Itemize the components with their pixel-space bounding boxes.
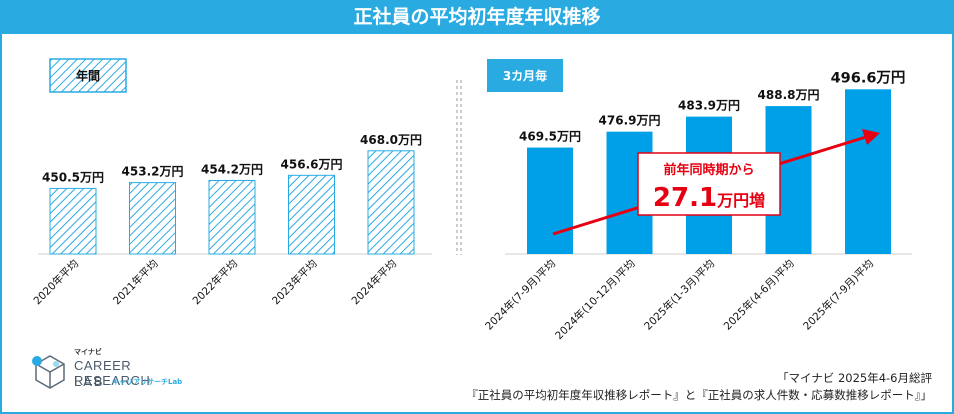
career-research-lab-logo: マイナビ CAREER RESEARCH LAB キャリアリサーチLab: [28, 346, 198, 396]
category-label: 2022年平均: [190, 257, 240, 307]
bar-quarterly-0: [527, 147, 573, 254]
source-line-2: 『正社員の平均初年度年収推移レポート』と『正社員の求人件数・応募数推移レポート』…: [466, 388, 932, 402]
category-label: 2021年平均: [110, 257, 160, 307]
annotation-value: 27.1: [653, 183, 717, 213]
category-label: 2025年(4-6月)平均: [721, 257, 797, 333]
panel-label-box-quarterly: [487, 59, 563, 92]
logo-mark-icon: [32, 355, 65, 389]
trend-arrow-head: [862, 129, 880, 145]
annotation-value-line: 27.1万円増: [653, 183, 765, 213]
panel-label-box-annual: [49, 58, 127, 93]
logo-sub-text: LAB: [74, 374, 105, 389]
annotation-unit: 万円増: [716, 191, 765, 210]
data-label: 468.0万円: [360, 133, 422, 147]
panel-label-quarterly: 3カ月毎: [503, 68, 547, 83]
category-label: 2025年(1-3月)平均: [641, 257, 717, 333]
annotation-box: [637, 152, 781, 216]
bar-annual-0: [49, 187, 97, 255]
logo-jp-text: キャリアリサーチLab: [112, 378, 183, 386]
category-label: 2024年平均: [349, 257, 399, 307]
category-label: 2024年(10-12月)平均: [552, 257, 637, 342]
data-label: 453.2万円: [122, 165, 184, 179]
data-label: 450.5万円: [42, 170, 104, 184]
annotation-line1: 前年同時期から: [663, 162, 754, 178]
category-label: 2023年平均: [269, 257, 319, 307]
bar-annual-3: [288, 174, 335, 255]
category-label: 2024年(7-9月)平均: [482, 257, 558, 333]
bar-annual-2: [208, 179, 256, 255]
panel-label-annual: 年間: [76, 68, 100, 83]
data-label: 469.5万円: [519, 130, 581, 144]
bar-quarterly-4: [845, 89, 891, 254]
data-label: 483.9万円: [678, 99, 740, 113]
data-label: 496.6万円: [831, 69, 906, 86]
data-label: 456.6万円: [281, 157, 343, 171]
logo-main-text: CAREER RESEARCH: [74, 358, 151, 388]
bar-annual-4: [367, 150, 415, 255]
data-label: 454.2万円: [201, 162, 263, 176]
source-line-1: 「マイナビ 2025年4-6月総評: [777, 371, 932, 385]
category-label: 2020年平均: [31, 257, 81, 307]
bar-annual-1: [129, 182, 176, 255]
category-label: 2025年(7-9月)平均: [800, 257, 876, 333]
data-label: 488.8万円: [758, 88, 820, 102]
chart-title: 正社員の平均初年度年収推移: [0, 0, 954, 34]
logo-top-text: マイナビ: [74, 348, 102, 356]
data-label: 476.9万円: [599, 114, 661, 128]
source-note: 「マイナビ 2025年4-6月総評 『正社員の平均初年度年収推移レポート』と『正…: [466, 370, 932, 404]
